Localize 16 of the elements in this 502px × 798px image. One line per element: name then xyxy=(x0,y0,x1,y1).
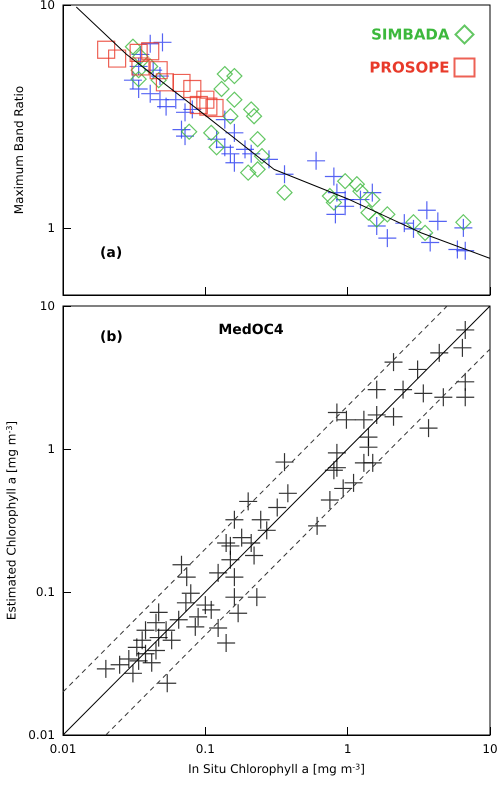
y-axis-title: Maximum Band Ratio xyxy=(12,86,26,214)
annotation: (b) xyxy=(100,329,123,345)
x-tick-label: 1 xyxy=(344,742,352,756)
legend-label: SIMBADA xyxy=(371,26,450,44)
y-tick-label: 10 xyxy=(40,0,55,12)
text: MedOC4 xyxy=(218,322,284,338)
annotation: (a) xyxy=(100,245,122,261)
y-tick-label: 0.1 xyxy=(36,585,55,599)
x-tick-label: 10 xyxy=(482,742,498,756)
y-tick-label: 10 xyxy=(40,299,55,313)
legend-label: PROSOPE xyxy=(369,58,450,76)
y-tick-label: 0.01 xyxy=(28,728,55,742)
y-tick-label: 1 xyxy=(47,442,55,456)
y-tick-label: 1 xyxy=(47,220,55,235)
x-tick-label: 0.1 xyxy=(196,742,215,756)
y-axis-title: Estimated Chlorophyll a [mg m-3] xyxy=(4,420,18,620)
